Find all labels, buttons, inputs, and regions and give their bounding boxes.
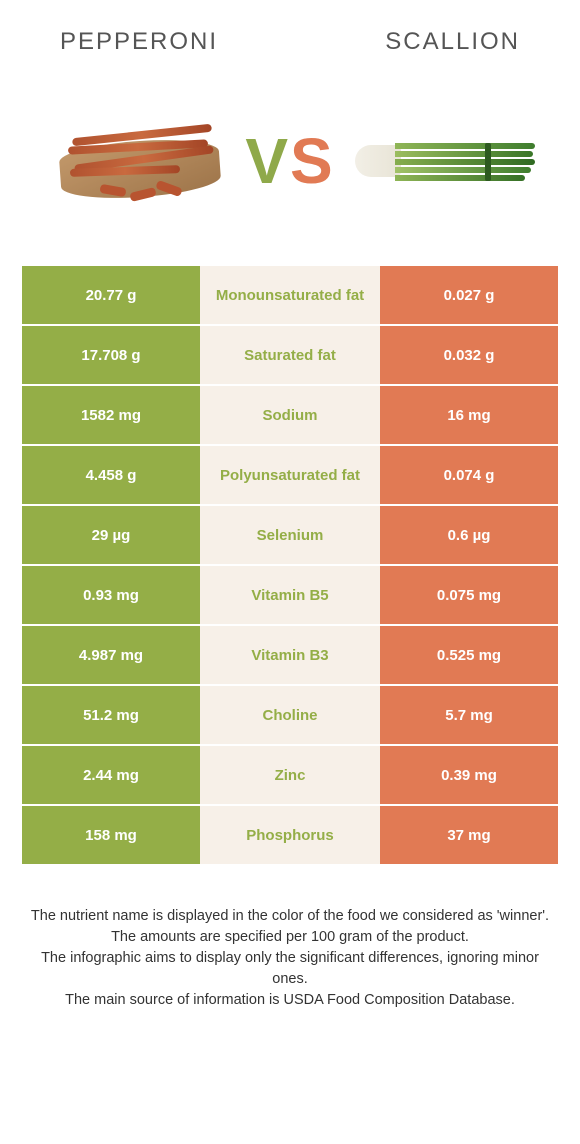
- table-row: 17.708 gSaturated fat0.032 g: [22, 326, 558, 386]
- table-row: 4.458 gPolyunsaturated fat0.074 g: [22, 446, 558, 506]
- table-row: 29 µgSelenium0.6 µg: [22, 506, 558, 566]
- nutrient-label: Sodium: [200, 386, 380, 444]
- nutrient-label: Monounsaturated fat: [200, 266, 380, 324]
- value-right: 0.032 g: [380, 326, 558, 384]
- nutrient-label: Polyunsaturated fat: [200, 446, 380, 504]
- table-row: 0.93 mgVitamin B50.075 mg: [22, 566, 558, 626]
- nutrient-label: Choline: [200, 686, 380, 744]
- table-row: 158 mgPhosphorus37 mg: [22, 806, 558, 866]
- pepperoni-image: [55, 106, 225, 216]
- header: Pepperoni Scallion: [0, 0, 580, 66]
- value-right: 16 mg: [380, 386, 558, 444]
- value-left: 20.77 g: [22, 266, 200, 324]
- table-row: 4.987 mgVitamin B30.525 mg: [22, 626, 558, 686]
- table-row: 20.77 gMonounsaturated fat0.027 g: [22, 266, 558, 326]
- value-left: 2.44 mg: [22, 746, 200, 804]
- title-right: Scallion: [385, 28, 520, 56]
- value-right: 0.027 g: [380, 266, 558, 324]
- value-right: 0.075 mg: [380, 566, 558, 624]
- nutrient-label: Vitamin B5: [200, 566, 380, 624]
- table-row: 1582 mgSodium16 mg: [22, 386, 558, 446]
- vs-label: VS: [245, 124, 334, 198]
- value-left: 51.2 mg: [22, 686, 200, 744]
- value-right: 0.525 mg: [380, 626, 558, 684]
- value-left: 4.987 mg: [22, 626, 200, 684]
- title-left: Pepperoni: [60, 28, 218, 56]
- table-row: 51.2 mgCholine5.7 mg: [22, 686, 558, 746]
- footer-line: The infographic aims to display only the…: [30, 948, 550, 990]
- value-right: 37 mg: [380, 806, 558, 864]
- nutrient-label: Phosphorus: [200, 806, 380, 864]
- value-left: 29 µg: [22, 506, 200, 564]
- value-right: 0.6 µg: [380, 506, 558, 564]
- value-left: 4.458 g: [22, 446, 200, 504]
- value-right: 0.39 mg: [380, 746, 558, 804]
- footer-notes: The nutrient name is displayed in the co…: [0, 866, 580, 1011]
- nutrient-label: Zinc: [200, 746, 380, 804]
- value-left: 158 mg: [22, 806, 200, 864]
- value-right: 5.7 mg: [380, 686, 558, 744]
- table-row: 2.44 mgZinc0.39 mg: [22, 746, 558, 806]
- nutrient-table: 20.77 gMonounsaturated fat0.027 g17.708 …: [22, 266, 558, 866]
- nutrient-label: Saturated fat: [200, 326, 380, 384]
- footer-line: The nutrient name is displayed in the co…: [30, 906, 550, 927]
- nutrient-label: Vitamin B3: [200, 626, 380, 684]
- value-left: 0.93 mg: [22, 566, 200, 624]
- scallion-image: [355, 106, 525, 216]
- nutrient-label: Selenium: [200, 506, 380, 564]
- value-left: 17.708 g: [22, 326, 200, 384]
- vs-area: VS: [0, 66, 580, 266]
- footer-line: The amounts are specified per 100 gram o…: [30, 927, 550, 948]
- value-right: 0.074 g: [380, 446, 558, 504]
- value-left: 1582 mg: [22, 386, 200, 444]
- footer-line: The main source of information is USDA F…: [30, 990, 550, 1011]
- vs-s: S: [290, 125, 335, 197]
- vs-v: V: [245, 125, 290, 197]
